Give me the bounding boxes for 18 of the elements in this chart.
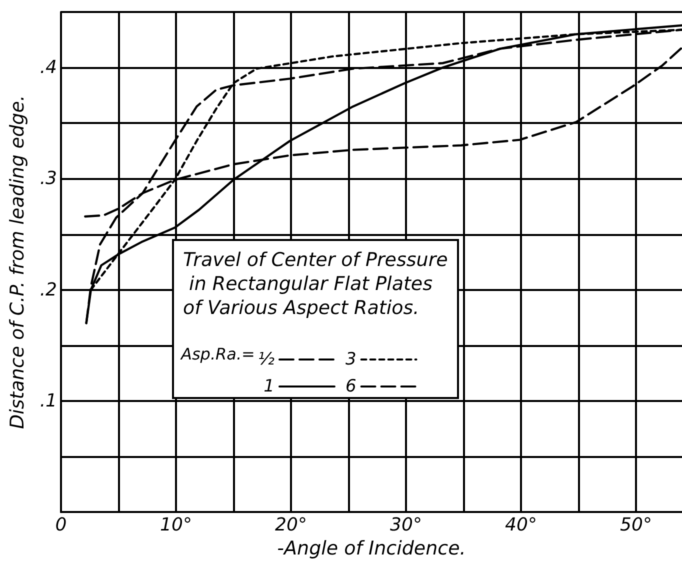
x-tick-label: 10° (160, 514, 192, 536)
y-tick-label: .1 (40, 390, 57, 412)
text: Travel of Center of Pressure in Rectangular Flat Plates of Various Aspect Ratios. (183, 249, 448, 319)
y-tick-label: .2 (40, 279, 57, 300)
legend-label: ½ (258, 350, 275, 370)
y-tick-label: .3 (40, 168, 57, 190)
x-tick-label: 0 (55, 514, 67, 536)
x-tick-label: 30° (390, 514, 422, 536)
x-tick-label: 40° (505, 514, 537, 536)
legend-label: 6 (345, 376, 356, 396)
y-axis-title: Distance of C.P. from leading edge. (6, 95, 28, 430)
x-axis-title: -Angle of Incidence. (277, 538, 466, 560)
x-tick-label: 20° (275, 514, 307, 536)
legend-label: 3 (345, 350, 356, 370)
legend-title: Asp.Ra.= (180, 344, 255, 364)
y-tick-label: .4 (40, 57, 57, 78)
x-tick-label: 50° (620, 514, 652, 536)
legend-label: 1 (264, 376, 274, 396)
